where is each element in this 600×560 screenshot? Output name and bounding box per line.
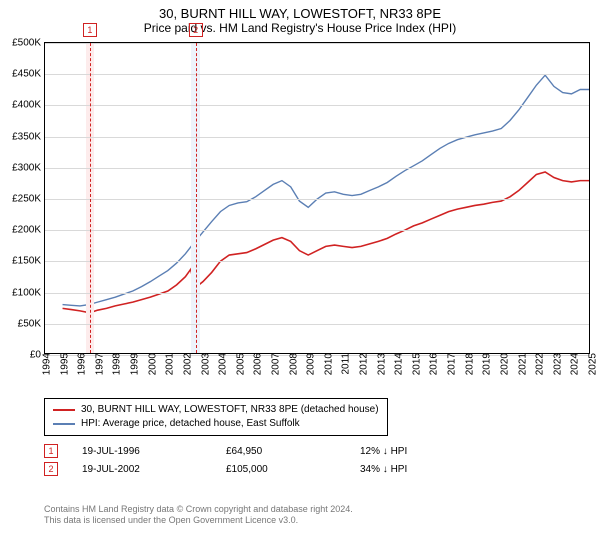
- license-line1: Contains HM Land Registry data © Crown c…: [44, 504, 590, 515]
- x-tick-label: 2006: [249, 353, 264, 375]
- x-tick-label: 2021: [513, 353, 528, 375]
- event-line: [196, 43, 197, 353]
- legend-label: 30, BURNT HILL WAY, LOWESTOFT, NR33 8PE …: [81, 403, 379, 417]
- x-tick-label: 2023: [548, 353, 563, 375]
- x-tick-label: 2015: [407, 353, 422, 375]
- footer-delta: 12% ↓ HPI: [360, 446, 407, 457]
- x-tick-label: 2017: [443, 353, 458, 375]
- footer-delta: 34% ↓ HPI: [360, 464, 407, 475]
- x-tick-label: 2024: [566, 353, 581, 375]
- x-tick-label: 1994: [38, 353, 53, 375]
- title-line1: 30, BURNT HILL WAY, LOWESTOFT, NR33 8PE: [0, 6, 600, 21]
- x-tick-label: 1997: [90, 353, 105, 375]
- gridline-h: [45, 293, 589, 294]
- x-tick-label: 2011: [337, 353, 352, 375]
- x-tick-label: 2012: [355, 353, 370, 375]
- event-line: [90, 43, 91, 353]
- gridline-h: [45, 261, 589, 262]
- x-tick-label: 2014: [390, 353, 405, 375]
- gridline-h: [45, 74, 589, 75]
- x-tick-label: 2018: [460, 353, 475, 375]
- footer-row: 1 19-JUL-1996 £64,950 12% ↓ HPI: [44, 442, 590, 460]
- footer-marker: 2: [44, 462, 58, 476]
- footer-table: 1 19-JUL-1996 £64,950 12% ↓ HPI 2 19-JUL-2002…: [44, 442, 590, 478]
- x-tick-label: 2013: [372, 353, 387, 375]
- series-hpi: [63, 75, 589, 306]
- gridline-h: [45, 168, 589, 169]
- x-tick-label: 2001: [161, 353, 176, 375]
- x-tick-label: 1999: [126, 353, 141, 375]
- y-tick-label: £500K: [12, 38, 45, 49]
- x-tick-label: 2003: [196, 353, 211, 375]
- x-tick-label: 2008: [284, 353, 299, 375]
- gridline-h: [45, 199, 589, 200]
- legend-swatch: [53, 409, 75, 411]
- x-tick-label: 2022: [531, 353, 546, 375]
- license-text: Contains HM Land Registry data © Crown c…: [44, 504, 590, 526]
- legend-swatch: [53, 423, 75, 425]
- y-tick-label: £450K: [12, 69, 45, 80]
- footer-price: £64,950: [226, 446, 336, 457]
- x-tick-label: 1996: [73, 353, 88, 375]
- gridline-h: [45, 230, 589, 231]
- footer-date: 19-JUL-1996: [82, 446, 202, 457]
- event-marker-box: 1: [83, 23, 97, 37]
- footer-price: £105,000: [226, 464, 336, 475]
- y-tick-label: £50K: [18, 318, 45, 329]
- y-tick-label: £200K: [12, 225, 45, 236]
- x-tick-label: 2009: [302, 353, 317, 375]
- legend-label: HPI: Average price, detached house, East…: [81, 417, 300, 431]
- y-tick-label: £300K: [12, 162, 45, 173]
- y-tick-label: £100K: [12, 287, 45, 298]
- footer-marker: 1: [44, 444, 58, 458]
- legend-item: HPI: Average price, detached house, East…: [53, 417, 379, 431]
- gridline-h: [45, 43, 589, 44]
- x-tick-label: 2004: [214, 353, 229, 375]
- legend: 30, BURNT HILL WAY, LOWESTOFT, NR33 8PE …: [44, 398, 388, 436]
- x-tick-label: 2025: [584, 353, 599, 375]
- x-tick-label: 1998: [108, 353, 123, 375]
- x-tick-label: 1995: [55, 353, 70, 375]
- y-tick-label: £400K: [12, 100, 45, 111]
- chart-plot-area: £0£50K£100K£150K£200K£250K£300K£350K£400…: [44, 42, 590, 354]
- x-tick-label: 2005: [231, 353, 246, 375]
- x-tick-label: 2019: [478, 353, 493, 375]
- footer-row: 2 19-JUL-2002 £105,000 34% ↓ HPI: [44, 460, 590, 478]
- x-tick-label: 2020: [495, 353, 510, 375]
- x-tick-label: 2000: [143, 353, 158, 375]
- chart-svg: [45, 43, 589, 353]
- y-tick-label: £250K: [12, 194, 45, 205]
- gridline-h: [45, 324, 589, 325]
- x-tick-label: 2016: [425, 353, 440, 375]
- legend-item: 30, BURNT HILL WAY, LOWESTOFT, NR33 8PE …: [53, 403, 379, 417]
- x-tick-label: 2007: [266, 353, 281, 375]
- event-marker-box: 2: [189, 23, 203, 37]
- y-tick-label: £150K: [12, 256, 45, 267]
- license-line2: This data is licensed under the Open Gov…: [44, 515, 590, 526]
- footer-date: 19-JUL-2002: [82, 464, 202, 475]
- x-tick-label: 2010: [319, 353, 334, 375]
- y-tick-label: £350K: [12, 131, 45, 142]
- gridline-h: [45, 105, 589, 106]
- x-tick-label: 2002: [178, 353, 193, 375]
- gridline-h: [45, 137, 589, 138]
